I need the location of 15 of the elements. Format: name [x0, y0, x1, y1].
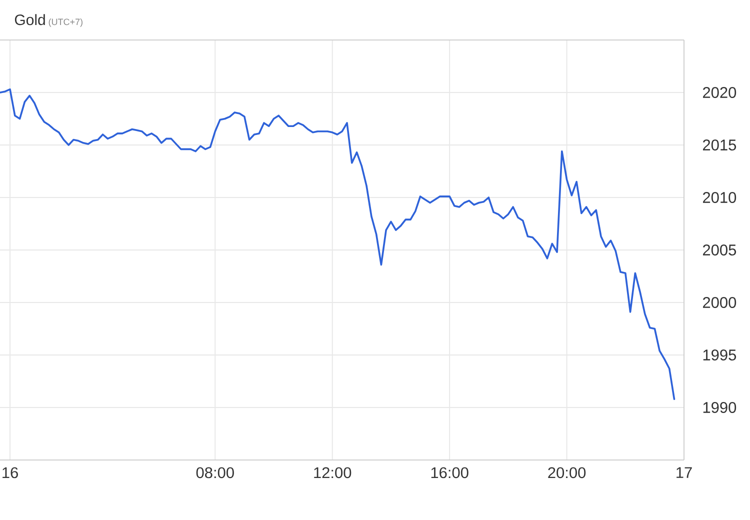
y-tick-label: 1990: [703, 402, 736, 413]
y-tick-label: 2015: [702, 140, 736, 150]
x-tick-label: 17: [676, 467, 692, 478]
chart-title: Gold: [14, 14, 45, 26]
y-tick-label: 2000: [702, 297, 736, 308]
y-tick-label: 2020: [702, 87, 736, 98]
chart-subtitle: (UTC+7): [48, 18, 82, 27]
x-tick-label: 08:00: [196, 467, 234, 478]
y-tick-label: 2005: [702, 244, 736, 256]
y-tick-label: 1995: [703, 350, 736, 360]
y-tick-label: 2010: [702, 192, 736, 203]
x-tick-label: 16: [2, 467, 18, 478]
x-tick-label: 16:00: [431, 467, 468, 478]
x-tick-label: 20:00: [548, 467, 586, 478]
x-tick-label: 12:00: [314, 467, 352, 478]
